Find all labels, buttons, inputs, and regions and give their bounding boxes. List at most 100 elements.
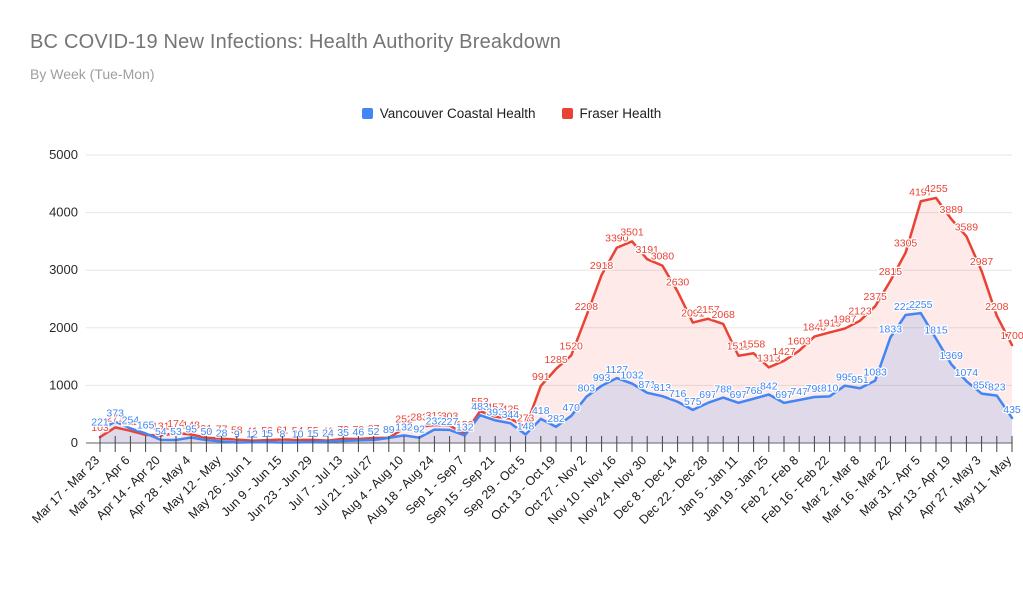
svg-text:303: 303 [441, 411, 459, 423]
svg-text:2091: 2091 [681, 308, 705, 320]
svg-text:95: 95 [185, 424, 197, 436]
svg-text:2815: 2815 [879, 266, 903, 278]
svg-text:1919: 1919 [818, 317, 842, 329]
svg-text:58: 58 [231, 425, 243, 437]
svg-text:788: 788 [714, 384, 732, 396]
svg-text:141: 141 [137, 420, 155, 432]
svg-text:50: 50 [261, 425, 273, 437]
svg-text:28: 28 [216, 427, 228, 439]
svg-text:159: 159 [456, 419, 474, 431]
legend-label-vancouver-coastal: Vancouver Coastal Health [379, 106, 536, 121]
chart-legend: Vancouver Coastal Health Fraser Health [0, 106, 1023, 121]
svg-text:435: 435 [1003, 404, 1021, 416]
svg-text:70: 70 [353, 424, 365, 436]
svg-text:716: 716 [669, 388, 687, 400]
svg-text:1127: 1127 [606, 364, 629, 376]
svg-text:2987: 2987 [970, 256, 994, 268]
svg-text:1083: 1083 [864, 367, 888, 379]
svg-text:697: 697 [699, 389, 717, 401]
svg-text:1032: 1032 [620, 370, 644, 382]
svg-text:174: 174 [167, 418, 185, 430]
svg-text:55: 55 [307, 425, 319, 437]
svg-text:1515: 1515 [727, 341, 751, 353]
svg-text:798: 798 [806, 383, 824, 395]
svg-text:4197: 4197 [909, 186, 933, 198]
vancouver-coastal-area [100, 313, 1012, 443]
svg-text:73: 73 [337, 424, 349, 436]
svg-text:951: 951 [851, 374, 869, 386]
svg-text:41: 41 [322, 426, 334, 438]
svg-text:283: 283 [410, 412, 428, 424]
svg-text:1313: 1313 [757, 352, 781, 364]
svg-text:2208: 2208 [985, 301, 1009, 313]
svg-text:3889: 3889 [940, 204, 964, 216]
svg-text:993: 993 [593, 372, 611, 384]
svg-text:3305: 3305 [894, 238, 918, 250]
x-axis-ticks [99, 436, 1013, 452]
svg-text:46: 46 [353, 426, 365, 438]
svg-text:89: 89 [383, 423, 395, 435]
svg-text:470: 470 [562, 402, 580, 414]
svg-text:3589: 3589 [955, 221, 979, 233]
svg-text:2157: 2157 [696, 304, 720, 316]
svg-text:344: 344 [502, 409, 520, 421]
svg-text:15: 15 [261, 428, 273, 440]
svg-text:50: 50 [201, 426, 213, 438]
svg-text:87: 87 [368, 423, 380, 435]
svg-text:418: 418 [532, 405, 550, 417]
svg-text:1833: 1833 [879, 323, 903, 335]
svg-text:1074: 1074 [955, 367, 979, 379]
svg-text:1987: 1987 [833, 314, 857, 326]
svg-text:54: 54 [155, 426, 167, 438]
svg-text:2000: 2000 [49, 320, 78, 335]
svg-text:41: 41 [246, 426, 258, 438]
svg-text:5000: 5000 [49, 147, 78, 162]
svg-text:15: 15 [307, 428, 319, 440]
svg-text:393: 393 [486, 406, 504, 418]
svg-text:813: 813 [654, 382, 672, 394]
svg-text:1000: 1000 [49, 377, 78, 392]
svg-text:2375: 2375 [864, 291, 888, 303]
svg-text:221: 221 [91, 416, 109, 428]
svg-text:10: 10 [292, 428, 304, 440]
svg-text:1815: 1815 [924, 324, 948, 336]
svg-text:697: 697 [730, 389, 748, 401]
svg-text:747: 747 [790, 386, 808, 398]
svg-text:823: 823 [988, 382, 1006, 394]
svg-text:2208: 2208 [575, 301, 599, 313]
svg-text:373: 373 [106, 408, 124, 420]
svg-text:271: 271 [106, 412, 124, 424]
svg-text:3191: 3191 [636, 244, 660, 256]
svg-text:8: 8 [279, 429, 285, 441]
svg-text:1520: 1520 [560, 340, 584, 352]
svg-text:52: 52 [368, 426, 380, 438]
svg-text:2123: 2123 [848, 306, 872, 318]
svg-text:1285: 1285 [544, 354, 568, 366]
svg-text:89: 89 [383, 424, 395, 436]
svg-text:995: 995 [836, 372, 854, 384]
svg-text:2222: 2222 [894, 301, 918, 313]
svg-text:425: 425 [502, 404, 520, 416]
legend-swatch-blue-icon [361, 108, 373, 119]
svg-text:131: 131 [152, 420, 170, 432]
svg-text:4000: 4000 [49, 205, 78, 220]
svg-text:871: 871 [638, 379, 656, 391]
svg-text:3390: 3390 [605, 233, 629, 245]
legend-item-fraser-health: Fraser Health [561, 106, 662, 121]
svg-text:991: 991 [532, 371, 550, 383]
svg-text:254: 254 [122, 414, 140, 426]
svg-text:227: 227 [441, 416, 459, 428]
legend-label-fraser-health: Fraser Health [579, 106, 662, 121]
svg-text:858: 858 [973, 380, 991, 392]
svg-text:252: 252 [395, 413, 413, 425]
svg-text:91: 91 [201, 423, 213, 435]
svg-text:2255: 2255 [909, 299, 933, 311]
svg-text:1848: 1848 [803, 322, 827, 334]
chart-subtitle: By Week (Tue-Mon) [30, 66, 155, 82]
svg-text:148: 148 [517, 420, 535, 432]
svg-text:313: 313 [426, 410, 444, 422]
legend-swatch-red-icon [561, 108, 573, 119]
svg-text:810: 810 [821, 382, 839, 394]
